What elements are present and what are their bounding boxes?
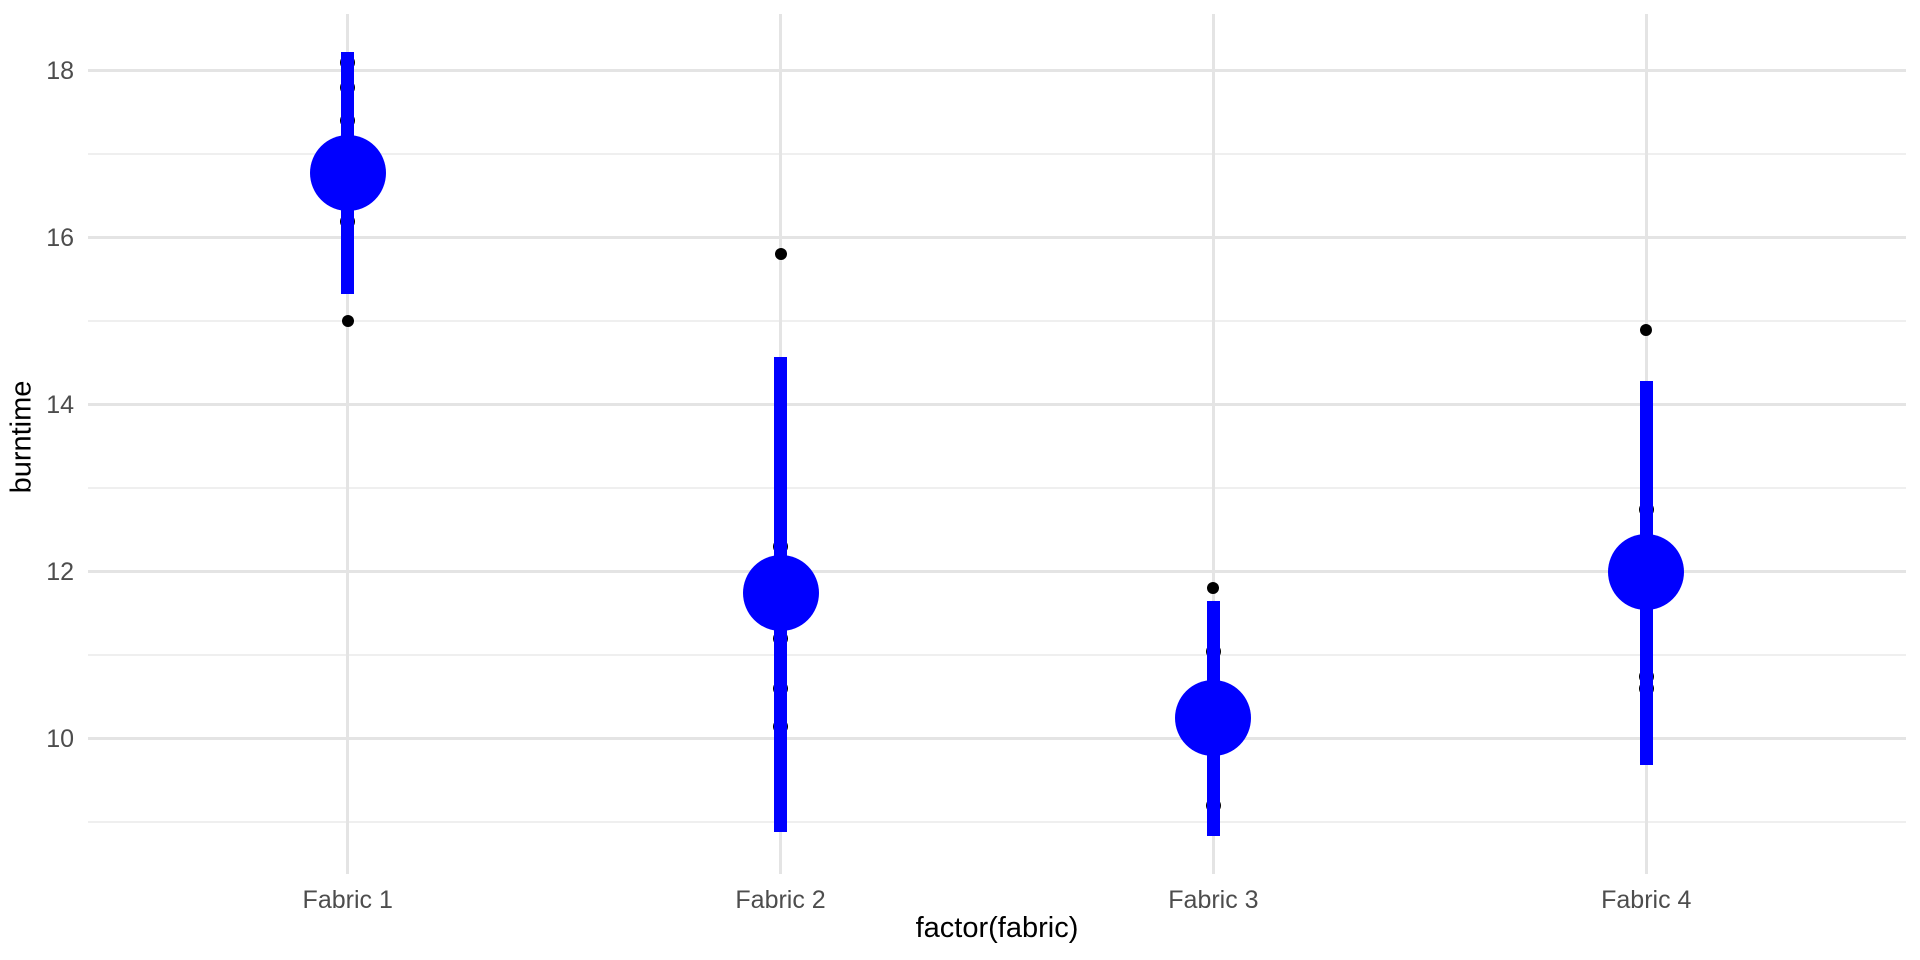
y-tick-label: 14 xyxy=(46,390,74,419)
y-axis-title: burntime xyxy=(5,380,38,494)
x-axis-title: factor(fabric) xyxy=(915,912,1079,944)
y-minor-gridline xyxy=(88,654,1906,657)
mean-point xyxy=(309,134,386,211)
x-tick-label: Fabric 1 xyxy=(302,886,393,914)
y-minor-gridline xyxy=(88,320,1906,323)
mean-point xyxy=(742,554,819,631)
data-point-outlier xyxy=(341,315,354,328)
x-gridline xyxy=(346,14,350,874)
y-tick-label: 10 xyxy=(46,724,74,753)
mean-point xyxy=(1175,679,1252,756)
y-major-gridline xyxy=(88,236,1906,240)
y-minor-gridline xyxy=(88,821,1906,824)
data-point-outlier xyxy=(1640,323,1653,336)
mean-point xyxy=(1608,533,1685,610)
y-tick-label: 18 xyxy=(46,56,74,85)
y-major-gridline xyxy=(88,69,1906,73)
x-tick-label: Fabric 2 xyxy=(735,886,826,914)
x-gridline xyxy=(1211,14,1215,874)
x-tick-label: Fabric 3 xyxy=(1168,886,1259,914)
y-minor-gridline xyxy=(88,153,1906,156)
data-point-outlier xyxy=(1207,582,1220,595)
y-tick-label: 12 xyxy=(46,557,74,586)
y-major-gridline xyxy=(88,570,1906,574)
x-tick-label: Fabric 4 xyxy=(1601,886,1692,914)
y-major-gridline xyxy=(88,403,1906,407)
y-major-gridline xyxy=(88,737,1906,741)
y-minor-gridline xyxy=(88,487,1906,490)
data-point-outlier xyxy=(774,248,787,261)
y-tick-label: 16 xyxy=(46,223,74,252)
